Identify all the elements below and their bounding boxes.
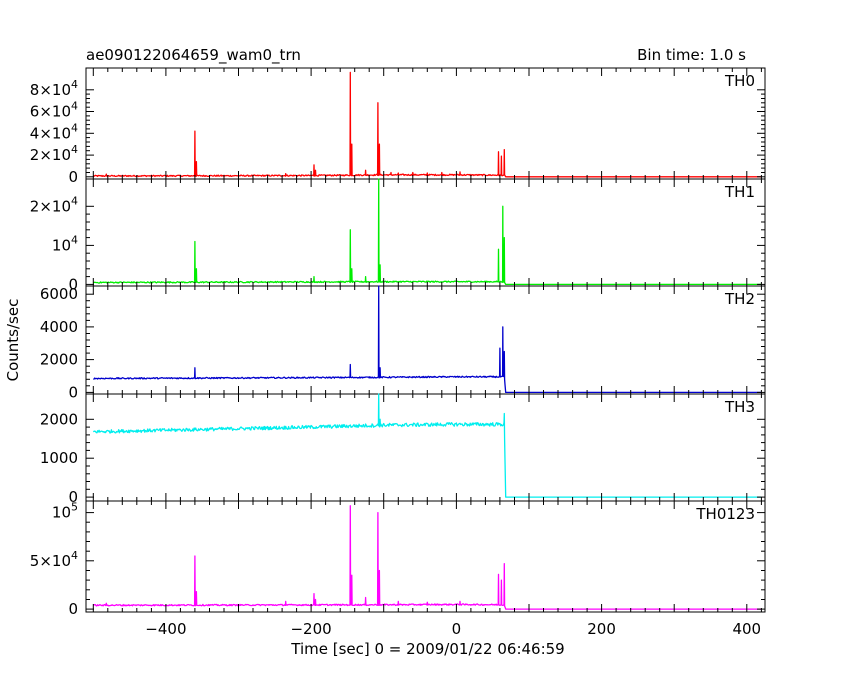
panels: TH002×1044×1046×1048×104TH101042×104TH20… — [30, 67, 766, 638]
x-tick-label: 400 — [732, 620, 761, 638]
bin-time-label: Bin time: 1.0 s — [637, 46, 746, 64]
y-tick-label: 4×104 — [30, 121, 78, 142]
y-tick-label: 8×104 — [30, 78, 78, 99]
y-tick-label: 6×104 — [30, 100, 78, 121]
panel-label: TH0123 — [695, 505, 755, 523]
panel-frame — [85, 178, 766, 287]
x-tick-label: 0 — [452, 620, 462, 638]
x-tick-label: 200 — [587, 620, 616, 638]
panel-label: TH1 — [724, 183, 755, 201]
y-tick-label: 0 — [68, 488, 78, 506]
series-line-th3 — [92, 393, 762, 498]
y-axis-label: Counts/sec — [4, 299, 22, 382]
panel-label: TH0 — [724, 72, 755, 90]
x-axis-label: Time [sec] 0 = 2009/01/22 06:46:59 — [290, 640, 564, 658]
series-line-th1 — [92, 178, 762, 286]
panel-label: TH3 — [724, 398, 755, 416]
chart-title: ae090122064659_wam0_trn — [86, 46, 301, 65]
series-line-th0123 — [92, 505, 762, 610]
y-tick-label: 6000 — [40, 285, 78, 303]
panel-label: TH2 — [724, 290, 755, 308]
y-tick-label: 2×104 — [30, 194, 78, 215]
series-line-th2 — [93, 285, 762, 394]
y-tick-label: 5×104 — [30, 549, 78, 570]
panel-th0123: TH0123 0 5×104 105 — [30, 500, 766, 618]
panel-th1: TH1 0 104 2×104 — [30, 178, 766, 293]
y-tick-label: 2000 — [40, 410, 78, 428]
y-tick-label: 1000 — [40, 449, 78, 467]
y-tick-label: 0 — [68, 383, 78, 401]
panel-frame — [85, 67, 766, 180]
y-tick-label: 105 — [52, 501, 78, 522]
y-tick-label: 0 — [68, 168, 78, 186]
panel-th2: TH2 0 2000 4000 6000 — [40, 285, 766, 401]
y-tick-label: 0 — [68, 275, 78, 293]
panel-frame — [85, 393, 766, 502]
y-tick-label: 0 — [68, 600, 78, 618]
series-line-th0 — [92, 71, 762, 178]
panel-th3: TH3 0 1000 2000 — [40, 393, 766, 506]
y-tick-label: 104 — [52, 233, 78, 254]
y-tick-label: 2×104 — [30, 143, 78, 164]
x-tick-label: −200 — [290, 620, 331, 638]
y-tick-label: 4000 — [40, 318, 78, 336]
x-tick-label: −400 — [145, 620, 186, 638]
y-tick-label: 2000 — [40, 351, 78, 369]
panel-frame — [85, 500, 766, 613]
